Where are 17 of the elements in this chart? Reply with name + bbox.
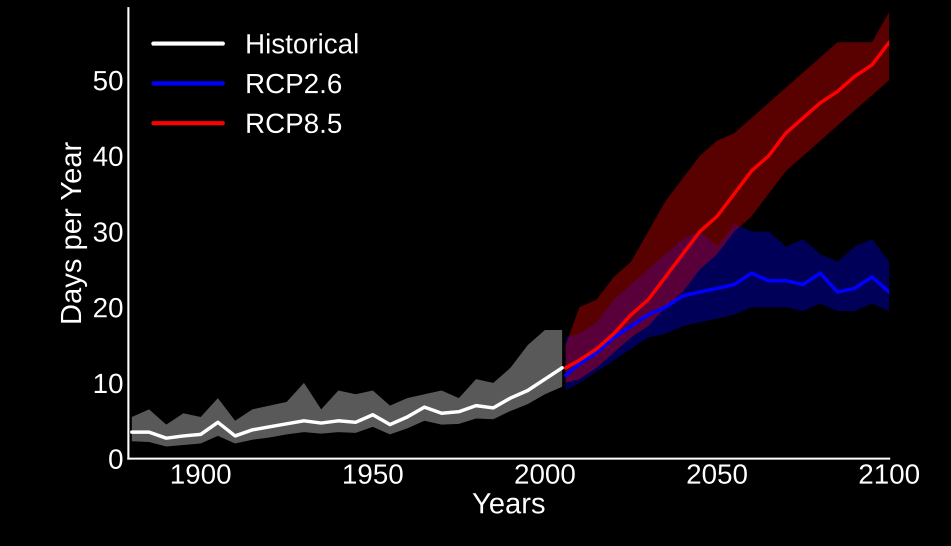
- legend-label: RCP8.5: [247, 113, 342, 134]
- x-tick-label: 1950: [344, 464, 403, 484]
- x-axis-title: Years: [472, 493, 544, 514]
- y-axis-title: Days per Year: [60, 142, 88, 323]
- y-tick-label: 40: [93, 146, 122, 166]
- y-tick-label: 50: [94, 70, 122, 90]
- y-tick-label: 30: [94, 222, 122, 242]
- x-tick-label: 2050: [688, 464, 747, 484]
- line-series: [564, 271, 890, 378]
- x-tick-label: 2100: [860, 464, 919, 484]
- legend-label: Historical: [247, 33, 358, 54]
- y-tick-label: 0: [109, 449, 122, 469]
- y-tick-label: 10: [94, 374, 122, 394]
- legend-label: RCP2.6: [247, 74, 342, 94]
- x-tick-label: 1900: [172, 464, 230, 484]
- x-tick-label: 2000: [515, 464, 575, 484]
- y-tick-label: 20: [94, 298, 122, 318]
